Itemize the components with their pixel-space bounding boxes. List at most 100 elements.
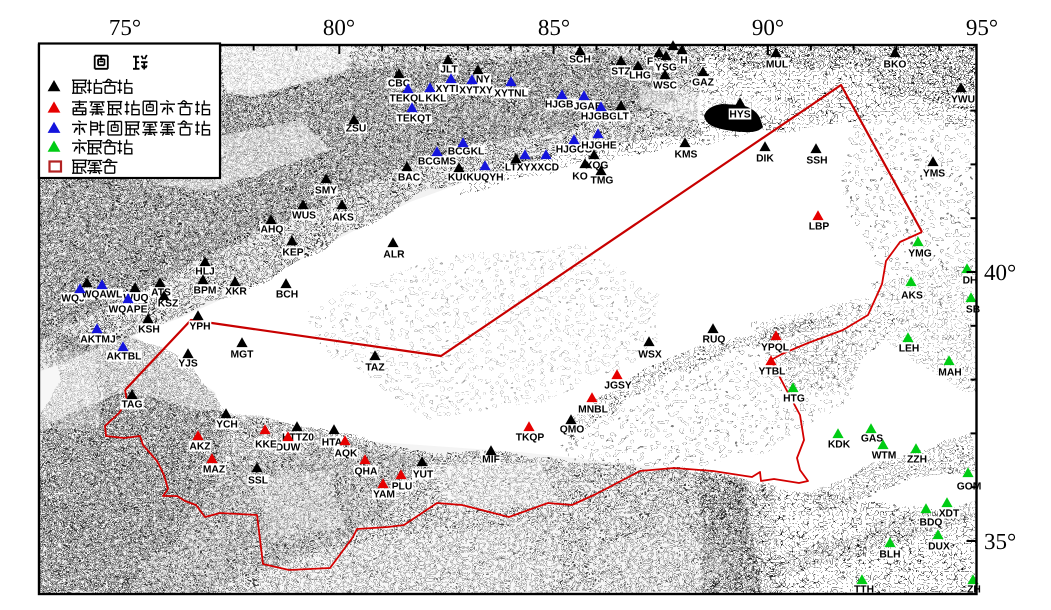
svg-text:WSC: WSC [653, 81, 678, 92]
svg-text:JGSY: JGSY [604, 381, 632, 392]
svg-text:XDT: XDT [939, 509, 960, 520]
svg-text:WUS: WUS [292, 211, 316, 222]
svg-text:AKZ: AKZ [189, 442, 210, 453]
svg-text:ZZH: ZZH [907, 455, 927, 466]
svg-text:F: F [647, 57, 653, 68]
svg-text:JGAB: JGAB [574, 102, 603, 113]
svg-text:HTA: HTA [322, 438, 343, 449]
svg-text:ZSU: ZSU [346, 124, 367, 135]
svg-text:KMS: KMS [675, 150, 698, 161]
svg-text:XYTI: XYTI [436, 84, 459, 95]
svg-text:LTXYXXCD: LTXYXXCD [505, 163, 559, 174]
svg-text:35°: 35° [984, 529, 1016, 554]
svg-text:BLH: BLH [879, 550, 900, 561]
svg-text:YPH: YPH [189, 322, 210, 333]
svg-text:DUX: DUX [928, 542, 950, 553]
svg-text:ALR: ALR [383, 250, 405, 261]
svg-text:MIF: MIF [482, 455, 500, 466]
svg-text:HTG: HTG [783, 394, 805, 405]
svg-text:DUW: DUW [276, 443, 301, 454]
svg-text:80°: 80° [323, 15, 355, 40]
svg-text:WQJ: WQJ [61, 294, 85, 305]
svg-text:H: H [680, 56, 687, 67]
svg-text:PLU: PLU [392, 482, 413, 493]
svg-text:WQAPE: WQAPE [109, 305, 148, 316]
svg-text:YSG: YSG [655, 63, 677, 74]
svg-text:XYTNL: XYTNL [494, 89, 528, 100]
svg-text:YMG: YMG [908, 249, 931, 260]
svg-text:HJGCG: HJGCG [556, 145, 593, 156]
svg-text:SMY: SMY [315, 186, 337, 197]
svg-text:YMS: YMS [923, 169, 945, 180]
svg-text:NY: NY [476, 75, 490, 86]
svg-text:GOM: GOM [957, 482, 982, 493]
svg-text:MNBL: MNBL [578, 405, 608, 416]
svg-text:AKS: AKS [901, 291, 923, 302]
svg-text:75°: 75° [109, 15, 141, 40]
svg-text:TKQP: TKQP [516, 433, 545, 444]
svg-text:QHA: QHA [355, 467, 378, 478]
svg-text:HLJ: HLJ [195, 267, 215, 278]
svg-text:SCH: SCH [569, 55, 591, 66]
svg-text:TAG: TAG [122, 400, 143, 411]
svg-text:XKR: XKR [225, 287, 247, 298]
svg-text:KSZ: KSZ [158, 299, 179, 310]
svg-text:TMG: TMG [591, 176, 614, 187]
svg-text:GAZ: GAZ [692, 78, 714, 89]
svg-text:BKO: BKO [884, 60, 907, 71]
svg-text:40°: 40° [984, 260, 1016, 285]
svg-text:95°: 95° [966, 15, 998, 40]
svg-text:KKE: KKE [255, 440, 277, 451]
svg-text:XYTXY: XYTXY [459, 86, 493, 97]
svg-text:YPQL: YPQL [761, 343, 789, 354]
svg-text:LEH: LEH [899, 344, 920, 355]
svg-text:HTTZ0: HTTZ0 [282, 433, 314, 444]
svg-text:LT: LT [617, 112, 630, 123]
svg-text:BCH: BCH [276, 290, 298, 301]
svg-text:MGT: MGT [231, 350, 255, 361]
svg-text:YWU: YWU [951, 95, 975, 106]
svg-text:MUL: MUL [766, 60, 788, 71]
svg-text:WTM: WTM [872, 451, 897, 462]
svg-text:85°: 85° [538, 15, 570, 40]
svg-text:STZ: STZ [611, 67, 630, 78]
svg-text:BCGKL: BCGKL [448, 147, 485, 158]
svg-text:SSL: SSL [248, 476, 268, 487]
svg-text:HJGHE: HJGHE [581, 141, 617, 152]
svg-text:ZH: ZH [967, 585, 981, 596]
svg-text:BCGMS: BCGMS [418, 157, 456, 168]
svg-text:KUQYH: KUQYH [466, 173, 503, 184]
svg-text:HJGBG: HJGBG [581, 112, 618, 123]
svg-text:MAZ: MAZ [203, 465, 225, 476]
svg-text:CBC: CBC [388, 79, 411, 90]
svg-text:QMO: QMO [560, 425, 585, 436]
svg-text:DH: DH [963, 276, 978, 287]
svg-text:YTBL: YTBL [759, 367, 786, 378]
svg-text:KDK: KDK [828, 440, 851, 451]
svg-text:WQAWL: WQAWL [82, 290, 123, 301]
svg-text:AKTMJ: AKTMJ [80, 335, 116, 346]
svg-text:SSH: SSH [806, 156, 827, 167]
svg-text:BPM: BPM [194, 286, 217, 297]
svg-text:MAH: MAH [938, 368, 961, 379]
svg-text:LBP: LBP [809, 222, 830, 233]
svg-text:JLT: JLT [440, 65, 458, 76]
svg-text:YJS: YJS [178, 359, 198, 370]
svg-text:HJGBJ: HJGBJ [545, 100, 580, 111]
svg-text:AQK: AQK [335, 449, 358, 460]
svg-text:KUC: KUC [448, 173, 471, 184]
svg-text:DIK: DIK [756, 154, 774, 165]
svg-text:KSH: KSH [138, 325, 160, 336]
svg-text:GAS: GAS [861, 434, 883, 445]
svg-text:AHQ: AHQ [261, 225, 284, 236]
svg-text:RUQ: RUQ [703, 335, 726, 346]
svg-text:SB: SB [966, 305, 980, 316]
svg-text:WUQ: WUQ [123, 293, 148, 304]
svg-text:KO: KO [572, 172, 587, 183]
svg-text:AKTBL: AKTBL [107, 352, 142, 363]
svg-text:YAM: YAM [373, 490, 395, 501]
svg-text:YUT: YUT [413, 470, 434, 481]
svg-text:AKS: AKS [332, 213, 354, 224]
svg-text:WSX: WSX [638, 350, 662, 361]
svg-text:HYS: HYS [729, 110, 750, 121]
